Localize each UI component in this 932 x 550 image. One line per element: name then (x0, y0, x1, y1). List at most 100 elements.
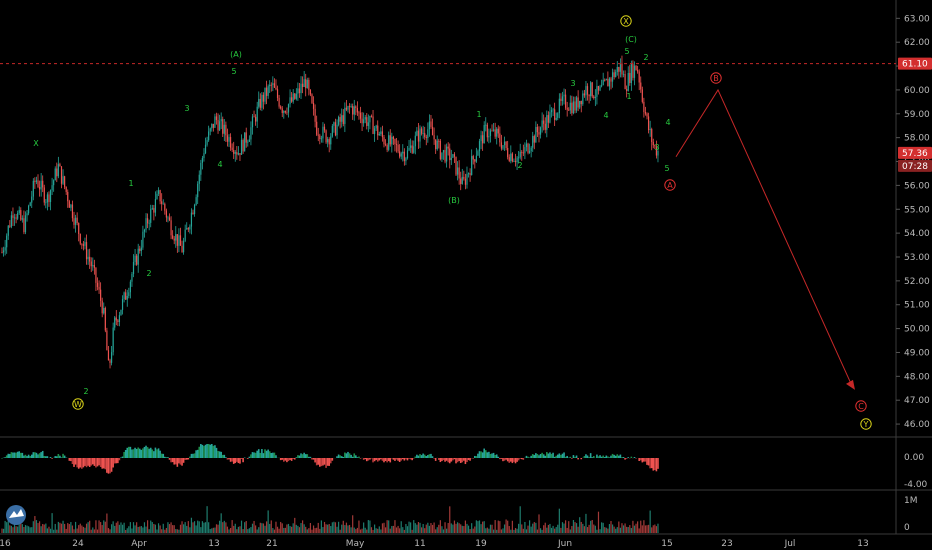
volume-bar (411, 529, 413, 533)
volume-bar (109, 529, 111, 533)
candle-body (129, 281, 131, 293)
volume-bar (236, 529, 238, 533)
oscillator-bar (38, 453, 41, 458)
volume-bar (308, 528, 310, 533)
volume-bar (519, 506, 521, 533)
volume-bar (258, 527, 260, 533)
volume-bar (655, 526, 658, 533)
volume-bar (619, 527, 622, 533)
candle-body (259, 98, 261, 108)
oscillator-bar (101, 458, 103, 469)
oscillator-bar (456, 458, 459, 463)
volume-bar (554, 528, 556, 533)
candle-body (579, 100, 581, 108)
candle-body (492, 129, 495, 131)
wave-label: 2 (83, 387, 88, 396)
volume-bar (438, 524, 440, 533)
volume-bar (331, 522, 333, 533)
candle-body (132, 261, 135, 274)
volume-bar (104, 521, 106, 533)
candle-body (450, 157, 452, 161)
oscillator-bar (345, 453, 348, 458)
candle-body (405, 158, 407, 162)
oscillator-bar (37, 454, 39, 458)
oscillator-bar (527, 456, 529, 458)
volume-bar (514, 528, 517, 533)
candle-body (209, 128, 211, 132)
oscillator-bar (336, 456, 338, 458)
volume-bar (132, 522, 135, 533)
wave-label-circled: B (710, 72, 722, 84)
candle-body (126, 295, 128, 300)
oscillator-bar (250, 454, 252, 458)
oscillator-bar (170, 458, 172, 463)
candle-body (301, 83, 304, 88)
candle-body (74, 217, 77, 225)
price-axis[interactable]: 63.0062.0061.0060.0059.0058.0057.0056.00… (896, 14, 930, 430)
volume-bar (539, 528, 542, 533)
volume-bar (458, 523, 460, 533)
oscillator-bar (68, 458, 71, 461)
volume-bar (2, 528, 5, 533)
oscillator-bar (57, 453, 60, 458)
oscillator-bar (433, 458, 435, 459)
candle-body (458, 167, 460, 179)
projection-path[interactable] (675, 88, 853, 387)
price-tick-label: 58.00 (904, 134, 930, 144)
volume-bar (500, 529, 503, 533)
oscillator-bar (574, 456, 576, 458)
candle-body (518, 157, 520, 159)
candle-body (521, 151, 523, 153)
oscillator-bar (492, 452, 495, 458)
candle-body (547, 115, 549, 123)
oscillator-bar (129, 446, 132, 458)
price-tick-label: 50.00 (904, 325, 930, 335)
volume-bar (234, 523, 236, 533)
volume-bar (6, 522, 8, 533)
candle-body (386, 145, 388, 150)
candle-body (79, 233, 81, 244)
volume-bar (533, 522, 535, 533)
volume-bar (424, 528, 426, 533)
oscillator-bar (49, 456, 52, 458)
tradingview-logo[interactable] (6, 505, 26, 525)
volume-bar (26, 525, 28, 533)
volume-bar (646, 525, 648, 533)
oscillator-bar (192, 453, 194, 458)
candle-body (599, 86, 601, 91)
candle-body (630, 63, 632, 84)
oscillator-bar (128, 446, 130, 458)
oscillator-bar (40, 452, 42, 458)
svg-text:Y: Y (863, 420, 869, 429)
volume-bar (187, 521, 189, 533)
volume-bar (317, 522, 319, 533)
volume-bar (585, 513, 587, 533)
oscillator-bar (633, 456, 636, 458)
volume-bar (596, 529, 598, 533)
oscillator-bar (232, 458, 235, 464)
oscillator-bar (140, 449, 143, 458)
volume-bar (522, 528, 524, 533)
wave-label: 4 (603, 111, 608, 120)
volume-bar (35, 520, 38, 533)
volume-bar (229, 528, 232, 533)
volume-bar (441, 526, 443, 533)
candle-body (84, 242, 86, 246)
candle-body (303, 79, 305, 88)
wave-label: (A) (230, 50, 242, 59)
oscillator-bar (290, 458, 293, 461)
volume-bar (637, 521, 639, 533)
candle-body (519, 151, 521, 158)
volume-bar (560, 527, 562, 533)
volume-bar (175, 529, 177, 533)
candle-body (305, 79, 307, 89)
oscillator-bar (544, 455, 547, 458)
candle-body (334, 122, 337, 136)
time-axis[interactable]: 16 24 Apr 13 21 May 11 19 Jun 15 23 Jul 13 (0, 539, 869, 549)
candle-body (430, 121, 432, 127)
candle-body (250, 127, 252, 140)
volume-bar (460, 524, 462, 533)
candle-body (13, 217, 16, 219)
svg-text:A: A (667, 181, 673, 190)
